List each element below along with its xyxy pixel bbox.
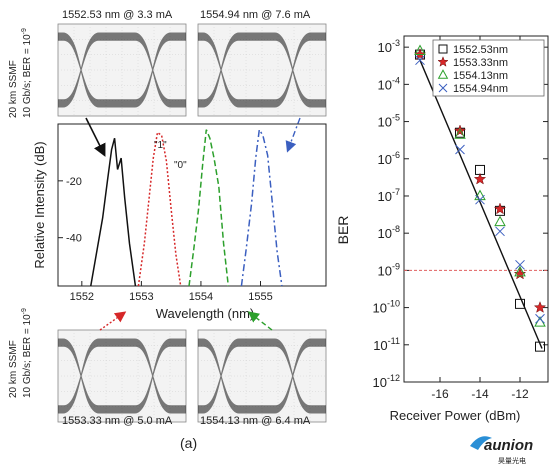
spectrum-xlabel: Wavelength (nm) <box>156 306 255 321</box>
spectrum-frame <box>57 123 327 287</box>
spectrum-chart: 1552 1553 1554 1555 -20 -40 Relative Intensit… <box>32 117 327 331</box>
eye-trace <box>198 32 326 108</box>
eye-side-labels-top: 20 km SSMF 10 Gb/s; BER = 10-9 <box>8 28 33 118</box>
ber-legend-label-3: 1554.13nm <box>453 70 508 82</box>
logo-subtext: 昊量光电 <box>498 456 526 465</box>
logo-swoosh-icon <box>470 436 492 450</box>
spectrum-ytick-label: -20 <box>66 176 82 188</box>
ber-point-series-2 <box>453 124 467 137</box>
eye-label-1554-13: 1554.13 nm @ 6.4 mA <box>200 415 311 427</box>
ber-legend-label-2: 1553.33nm <box>453 57 508 69</box>
ber-point-series-4 <box>475 194 485 205</box>
spectrum-series-1 <box>90 138 137 287</box>
spectrum-series-3 <box>188 129 230 287</box>
ber-point-series-4 <box>535 313 545 324</box>
ber-legend-box <box>432 39 545 97</box>
eye-side-label-bottom-2: 10 Gb/s; BER = 10-9 <box>21 308 33 398</box>
eye-diagram-1552-53 <box>57 23 187 117</box>
ber-point-series-1 <box>515 298 525 309</box>
spectrum-ytick-label: -40 <box>66 233 82 245</box>
spectrum-xtick-label: 1552 <box>70 291 94 303</box>
ber-point-series-2 <box>473 172 487 185</box>
eye-trace <box>198 338 326 414</box>
ber-point-series-4 <box>515 259 525 270</box>
ber-ytick-label: 10-7 <box>378 187 400 204</box>
eye-label-1553-33: 1553.33 nm @ 5.0 mA <box>62 415 173 427</box>
eye-label-1552-53: 1552.53 nm @ 3.3 mA <box>62 9 173 21</box>
ber-point-series-3 <box>414 44 426 55</box>
ber-point-series-2 <box>493 202 507 215</box>
ber-point-series-1 <box>535 341 545 352</box>
ber-ylabel: BER <box>335 216 351 245</box>
ber-chart: -16 -14 -12 10-3 10-4 10-5 10-6 10-7 10-8 10-9 10-… <box>335 35 549 423</box>
spectrum-series-2 <box>137 131 182 287</box>
ber-xtick-label: -16 <box>431 387 449 401</box>
ber-legend-marker-4 <box>438 83 448 93</box>
ber-ytick-label: 10-5 <box>378 113 400 130</box>
ber-ytick-label: 10-12 <box>373 373 400 390</box>
ber-legend-marker-2 <box>437 56 449 67</box>
eye-diagram-1553-33 <box>57 329 187 423</box>
annotation-zero: "0" <box>174 160 187 171</box>
eye-trace <box>58 338 186 414</box>
arrow-ch4 <box>285 117 301 153</box>
ber-ytick-label: 10-9 <box>378 261 400 278</box>
spectrum-xtick-label: 1553 <box>129 291 153 303</box>
ber-ytick-label: 10-4 <box>378 75 400 92</box>
eye-side-label-bottom-1: 20 km SSMF <box>8 340 19 398</box>
ber-legend-label-4: 1554.94nm <box>453 83 508 95</box>
spectrum-series-4 <box>240 127 283 287</box>
ber-point-series-4 <box>455 144 465 155</box>
ber-legend-marker-1 <box>438 44 448 54</box>
ber-fit-line <box>419 59 543 349</box>
ber-xlabel: Receiver Power (dBm) <box>390 408 521 423</box>
ber-ytick-label: 10-3 <box>378 38 400 55</box>
ber-point-series-3 <box>454 128 466 139</box>
arrow-ch1 <box>85 117 106 157</box>
ber-point-series-2 <box>513 267 527 280</box>
ber-point-series-3 <box>514 265 526 277</box>
eye-side-label-top-2: 10 Gb/s; BER = 10-9 <box>21 28 33 118</box>
aunion-logo: aunion 昊量光电 <box>470 436 533 465</box>
ber-ytick-label: 10-8 <box>378 224 400 241</box>
eye-label-1554-94: 1554.94 nm @ 7.6 mA <box>200 9 311 21</box>
ber-ytick-label: 10-11 <box>373 336 400 353</box>
ber-point-series-3 <box>494 215 506 227</box>
eye-trace <box>58 32 186 108</box>
ber-point-series-2 <box>533 301 547 313</box>
arrow-ch3 <box>247 311 273 331</box>
annotation-one: "1" <box>154 140 167 151</box>
spectrum-xtick-label: 1555 <box>248 291 272 303</box>
ber-ytick-label: 10-10 <box>373 299 400 316</box>
eye-side-labels-bottom: 20 km SSMF 10 Gb/s; BER = 10-9 <box>8 308 33 398</box>
ber-legend-marker-3 <box>437 69 449 79</box>
arrow-ch2 <box>99 311 127 331</box>
eye-side-label-top-1: 20 km SSMF <box>8 60 19 118</box>
ber-xtick-label: -12 <box>511 387 529 401</box>
ber-legend-label-1: 1552.53nm <box>453 44 508 56</box>
ber-xtick-label: -14 <box>471 387 489 401</box>
ber-point-series-4 <box>495 226 505 237</box>
ber-ytick-label: 10-6 <box>378 150 400 167</box>
logo-text: aunion <box>484 437 533 454</box>
spectrum-ylabel: Relative Intensity (dB) <box>32 141 47 268</box>
eye-diagram-1554-13 <box>197 329 327 423</box>
ber-point-series-4 <box>415 55 425 66</box>
panel-label: (a) <box>180 435 197 451</box>
spectrum-xtick-label: 1554 <box>189 291 213 303</box>
eye-diagram-1554-94 <box>197 23 327 117</box>
